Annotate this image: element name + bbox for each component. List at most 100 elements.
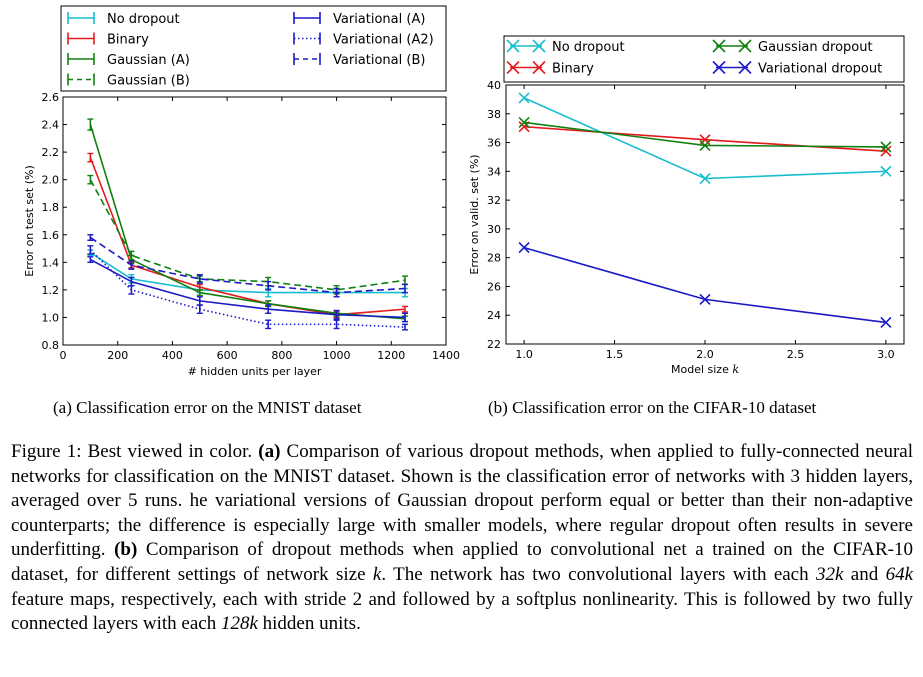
x-marker-stroke (518, 242, 530, 254)
y-tick-label: 38 (487, 108, 501, 121)
y-tick-label: 36 (487, 137, 501, 150)
y-tick-label: 24 (487, 309, 501, 322)
x-tick-label: 2.5 (787, 348, 805, 361)
error-bar (265, 319, 272, 330)
caption-text-b-5: hidden units. (257, 613, 361, 635)
x-axis-label: # hidden units per layer (188, 365, 322, 378)
x-marker (880, 165, 892, 177)
legend: No dropout Variational (A) Binary Variation… (60, 5, 447, 92)
error-bar (401, 275, 408, 286)
legend-label: Gaussian (B) (107, 74, 190, 89)
subcaption-b: (b) Classification error on the CIFAR-10… (488, 398, 817, 417)
legend-item: Variational (A) (293, 12, 425, 27)
x-marker-stroke (880, 316, 892, 328)
figure-caption: Figure 1: Best viewed in color. (a) Comp… (11, 440, 913, 637)
legend: No dropout Gaussian dropout Binary Variatio… (503, 35, 905, 83)
subcaption-a: (a) Classification error on the MNIST da… (53, 398, 362, 417)
x-tick-label: 800 (271, 349, 292, 362)
error-bar (401, 323, 408, 331)
legend-label: No dropout (107, 12, 180, 27)
series-line (89, 236, 406, 294)
error-bar (87, 174, 94, 185)
x-marker (738, 39, 752, 53)
x-marker-stroke (738, 60, 752, 75)
x-marker (712, 39, 726, 53)
caption-var-64k: 64k (885, 563, 914, 585)
x-marker-stroke (532, 60, 546, 75)
x-marker-stroke (880, 141, 892, 153)
y-tick-label: 26 (487, 280, 501, 293)
y-tick-label: 2.4 (42, 119, 60, 132)
caption-var-k: k (372, 563, 382, 585)
caption-text-b-1: Comparison of dropout methods when appli… (11, 539, 914, 585)
x-marker (880, 316, 892, 328)
y-tick-label: 1.4 (42, 256, 60, 269)
x-axis-label: Model size k (671, 363, 739, 376)
series-gaussian-b (87, 174, 408, 295)
legend-frame (60, 5, 447, 92)
y-tick-label: 1.0 (42, 311, 60, 324)
x-marker (699, 293, 711, 305)
error-bar (87, 234, 94, 241)
y-tick-label: 1.8 (42, 201, 60, 214)
plot-frame (62, 96, 447, 346)
y-axis-label: Error on test set (%) (23, 165, 36, 276)
error-bar (401, 305, 408, 313)
series-line (523, 121, 886, 148)
error-bar (265, 280, 272, 291)
caption-var-32k: 32k (815, 563, 844, 585)
y-tick-label: 22 (487, 338, 501, 351)
error-bar (87, 118, 94, 131)
x-marker-stroke (738, 39, 752, 53)
error-bar (333, 287, 340, 298)
figure-canvas: 0 200 400 600 800 1000 1200 1400 0.8 1.0 1.2 1.4 1.6… (23, 5, 905, 378)
x-marker (880, 141, 892, 153)
caption-text-b-4: feature maps, respectively, each with st… (11, 588, 913, 635)
x-tick-label: 1.5 (606, 348, 624, 361)
legend-item: Variational (A2) (293, 32, 434, 48)
series-line (89, 252, 405, 294)
x-marker (518, 92, 530, 104)
x-marker-stroke (532, 39, 546, 53)
x-marker-stroke (880, 145, 892, 157)
legend-item: Gaussian (A) (67, 53, 190, 68)
y-tick-label: 28 (487, 252, 501, 265)
legend-item: Binary (67, 32, 149, 48)
legend-item: No dropout (67, 12, 180, 27)
legend-item: No dropout (506, 39, 625, 55)
series-line (523, 97, 886, 180)
y-tick-label: 2.6 (42, 91, 60, 104)
x-marker (506, 39, 520, 53)
x-tick-label: 0 (60, 349, 67, 362)
legend-label: Variational (B) (333, 53, 425, 68)
x-tick-label: 3.0 (877, 348, 895, 361)
x-tick-label: 1400 (432, 349, 460, 362)
legend-item: Binary (506, 60, 594, 77)
x-marker-stroke (712, 60, 726, 75)
caption-text-b-3: and (843, 563, 886, 585)
x-axis-label-var: k (732, 363, 739, 376)
x-tick-label: 400 (162, 349, 183, 362)
x-marker (532, 60, 546, 75)
x-tick-label: 1.0 (515, 348, 533, 361)
legend-item: Variational dropout (712, 60, 882, 77)
x-marker (506, 60, 520, 75)
x-marker (712, 60, 726, 75)
panel-b-cifar10-chart: 1.0 1.5 2.0 2.5 3.0 22 24 26 28 30 32 34 36 38 40 Model… (468, 35, 905, 376)
error-bar (401, 312, 408, 323)
x-tick-label: 2.0 (696, 348, 714, 361)
plot-frame (505, 84, 905, 345)
legend-label: Variational (A) (333, 12, 425, 27)
legend-label: Variational dropout (758, 62, 882, 77)
legend-label: Binary (552, 62, 594, 77)
caption-text-a: Comparison of various dropout methods, w… (11, 441, 913, 561)
series-line (523, 246, 887, 324)
x-marker (532, 39, 546, 53)
x-marker-stroke (699, 172, 711, 185)
series-gaussian-dropout (518, 116, 892, 153)
error-bar (87, 245, 94, 255)
series-variational-dropout (518, 242, 892, 328)
error-bar (87, 256, 94, 264)
y-tick-label: 40 (487, 79, 501, 92)
y-tick-label: 1.6 (42, 229, 60, 242)
